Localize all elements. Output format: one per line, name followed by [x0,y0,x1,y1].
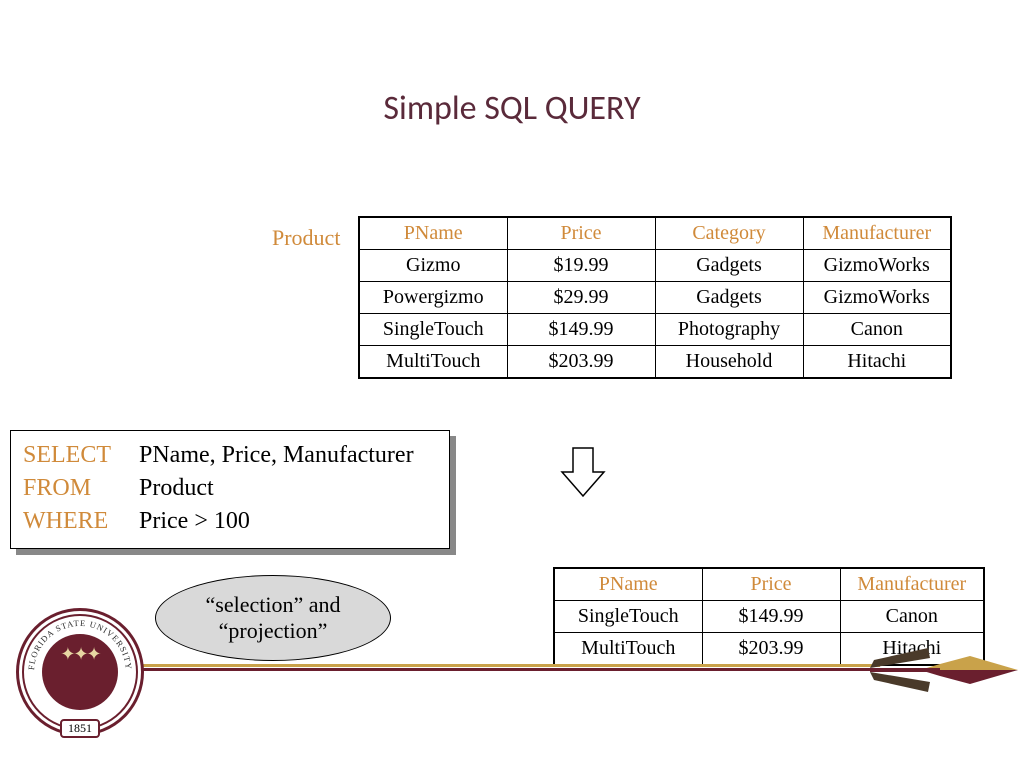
cell: Canon [840,601,984,633]
seal-year: 1851 [60,719,100,738]
annotation-ellipse: “selection” and “projection” [155,575,391,661]
cell: $19.99 [507,250,655,282]
sql-args: Product [139,475,214,501]
sql-keyword: WHERE [23,505,133,538]
product-table: PName Price Category Manufacturer Gizmo … [358,216,952,379]
seal-torches-icon: ✦✦✦ [16,644,144,665]
table-header-row: PName Price Category Manufacturer [359,217,951,250]
sql-args: Price > 100 [139,508,250,534]
cell: Hitachi [803,346,951,379]
col-header: Price [507,217,655,250]
cell: Gadgets [655,250,803,282]
sql-keyword: FROM [23,472,133,505]
col-header: Price [702,568,840,601]
query-line: WHERE Price > 100 [23,505,437,538]
sql-args: PName, Price, Manufacturer [139,442,414,468]
col-header: Manufacturer [803,217,951,250]
spear-head-icon [870,636,1020,706]
sql-keyword: SELECT [23,439,133,472]
cell: GizmoWorks [803,250,951,282]
cell: Gadgets [655,282,803,314]
cell: Household [655,346,803,379]
table-row: SingleTouch $149.99 Canon [554,601,984,633]
col-header: PName [359,217,507,250]
cell: Gizmo [359,250,507,282]
table-row: MultiTouch $203.99 Household Hitachi [359,346,951,379]
cell: $149.99 [702,601,840,633]
query-line: FROM Product [23,472,437,505]
slide-title: Simple SQL QUERY [0,88,1024,129]
cell: GizmoWorks [803,282,951,314]
ellipse-text: “selection” and [206,592,341,617]
col-header: Manufacturer [840,568,984,601]
down-arrow-icon [558,444,608,504]
spear-gold-line [120,664,880,667]
product-table-label: Product [272,225,340,251]
fsu-seal-icon: FLORIDA STATE UNIVERSITY ✦✦✦ 1851 [16,608,144,736]
query-line: SELECT PName, Price, Manufacturer [23,439,437,472]
table-header-row: PName Price Manufacturer [554,568,984,601]
table-row: Gizmo $19.99 Gadgets GizmoWorks [359,250,951,282]
cell: MultiTouch [359,346,507,379]
cell: $203.99 [507,346,655,379]
col-header: Category [655,217,803,250]
ellipse-text: “projection” [219,618,328,643]
sql-query-box: SELECT PName, Price, Manufacturer FROM P… [10,430,450,549]
table-row: Powergizmo $29.99 Gadgets GizmoWorks [359,282,951,314]
cell: $149.99 [507,314,655,346]
cell: MultiTouch [554,633,702,666]
cell: Powergizmo [359,282,507,314]
cell: Canon [803,314,951,346]
cell: $29.99 [507,282,655,314]
cell: SingleTouch [359,314,507,346]
spear-shaft [120,664,880,674]
cell: SingleTouch [554,601,702,633]
cell: $203.99 [702,633,840,666]
spear-garnet-line [120,668,880,671]
col-header: PName [554,568,702,601]
table-row: SingleTouch $149.99 Photography Canon [359,314,951,346]
cell: Photography [655,314,803,346]
